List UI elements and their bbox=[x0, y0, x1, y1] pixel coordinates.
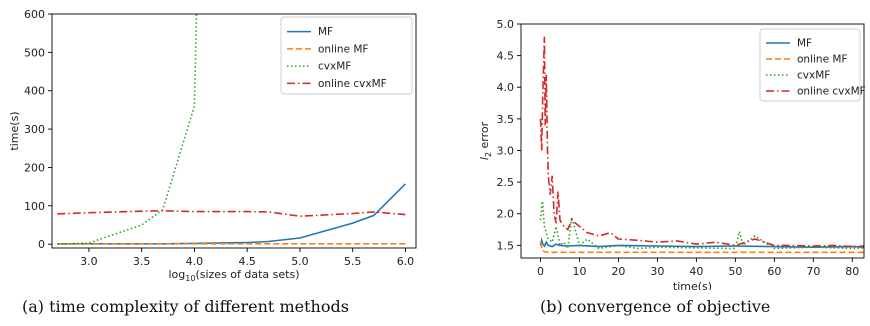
x-axis-label: time(s) bbox=[673, 280, 712, 290]
legend-label: online cvxMF bbox=[797, 86, 866, 98]
x-tick-label: 70 bbox=[806, 265, 820, 278]
legend-label: online MF bbox=[797, 54, 847, 66]
caption-b: (b) convergence of objective bbox=[540, 297, 771, 316]
y-tick-label: 2.0 bbox=[497, 208, 515, 221]
y-tick-label: 400 bbox=[24, 85, 45, 98]
x-tick-label: 30 bbox=[650, 265, 664, 278]
y-tick-label: 4.5 bbox=[497, 50, 515, 63]
legend-label: online cvxMF bbox=[318, 78, 387, 90]
x-tick-label: 3.5 bbox=[133, 255, 151, 268]
legend: MF online MF cvxMF online cvxMF bbox=[280, 16, 413, 95]
y-tick-label: 2.5 bbox=[497, 176, 515, 189]
x-tick-label: 20 bbox=[611, 265, 625, 278]
legend-label: online MF bbox=[318, 43, 368, 55]
caption-a: (a) time complexity of different methods bbox=[22, 297, 349, 316]
chart-time-complexity: 3.0 3.5 4.0 4.5 5.0 5.5 6.0 0 100 200 300 400 500 600… bbox=[8, 8, 417, 283]
series-line-online-cvxmf bbox=[57, 209, 406, 218]
x-tick-label: 50 bbox=[728, 265, 742, 278]
figure-canvas: 3.0 3.5 4.0 4.5 5.0 5.5 6.00100200300400500600… bbox=[8, 8, 866, 290]
y-tick-label: 100 bbox=[24, 200, 45, 213]
x-tick-label: 4.5 bbox=[238, 255, 256, 268]
y-tick-label: 5.0 bbox=[497, 18, 515, 31]
x-tick-label: 4.0 bbox=[186, 255, 204, 268]
x-tick-label: 6.0 bbox=[397, 255, 415, 268]
x-tick-label: 40 bbox=[689, 265, 703, 278]
x-tick-label: 80 bbox=[845, 265, 859, 278]
series-line-online-mf bbox=[539, 242, 864, 254]
x-tick-label: 5.5 bbox=[344, 255, 362, 268]
legend-box bbox=[759, 28, 861, 102]
series-line-cvxmf bbox=[539, 201, 864, 251]
x-tick-label: 5.0 bbox=[291, 255, 309, 268]
y-axis-label: time(s) bbox=[8, 111, 21, 150]
series-line-cvxmf bbox=[57, 14, 198, 245]
x-axis-label: log10(sizes of data sets) bbox=[168, 268, 299, 283]
y-tick-label: 4.0 bbox=[497, 81, 515, 94]
plot-frame bbox=[51, 13, 417, 249]
series-line-mf bbox=[539, 237, 864, 249]
legend-label: MF bbox=[318, 26, 333, 38]
x-tick-label: 0 bbox=[537, 265, 544, 278]
chart-convergence: 0 10 20 30 40 50 60 70 80 1.5 2.0 2.5 3.0 3.5 4.0 4.5 5.… bbox=[478, 18, 866, 290]
plot-frame bbox=[520, 23, 865, 259]
legend-box bbox=[280, 16, 413, 95]
x-tick-label: 3.0 bbox=[80, 255, 98, 268]
x-tick-label: 60 bbox=[767, 265, 781, 278]
y-tick-label: 500 bbox=[24, 46, 45, 59]
y-tick-label: 3.0 bbox=[497, 144, 515, 157]
y-tick-label: 1.5 bbox=[497, 239, 515, 252]
y-tick-label: 600 bbox=[24, 8, 45, 21]
y-tick-label: 3.5 bbox=[497, 113, 515, 126]
legend-label: MF bbox=[797, 38, 812, 50]
legend: MF online MF cvxMF online cvxMF bbox=[759, 28, 866, 102]
y-tick-label: 300 bbox=[24, 123, 45, 136]
legend-label: cvxMF bbox=[318, 61, 351, 73]
legend-label: cvxMF bbox=[797, 70, 830, 82]
x-tick-label: 10 bbox=[572, 265, 586, 278]
y-axis-label: l2 error bbox=[478, 121, 493, 160]
series-line-online-cvxmf bbox=[539, 36, 864, 248]
y-tick-label: 0 bbox=[38, 238, 45, 251]
y-tick-label: 200 bbox=[24, 161, 45, 174]
